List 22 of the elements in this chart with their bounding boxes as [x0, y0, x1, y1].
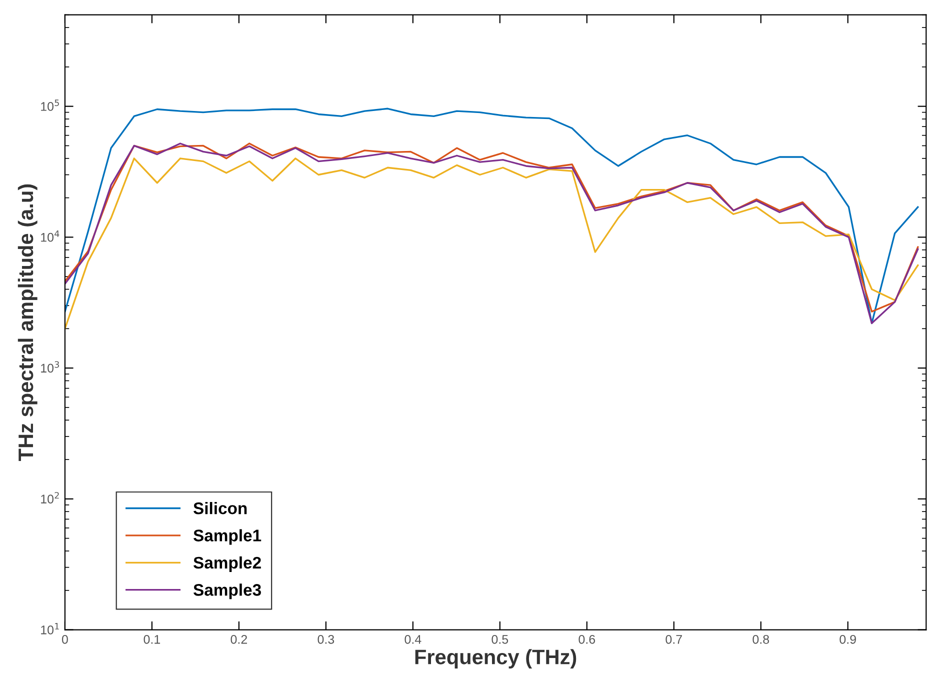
x-axis-title: Frequency (THz) — [415, 649, 576, 668]
y-tick-label: 10$^{5}$ — [41, 100, 59, 111]
line-series — [64, 108, 919, 324]
y-axis-title: THz spectral amplitude (a.u) — [18, 184, 38, 461]
x-tick-label: 0.2 — [230, 634, 247, 644]
y-tick-label: 10$^{1}$ — [41, 623, 59, 634]
x-tick-label: 0.7 — [666, 634, 682, 644]
x-tick-label: 0.6 — [578, 634, 596, 644]
x-tick-label: 0.8 — [752, 634, 770, 644]
x-tick-label: 0.9 — [840, 634, 856, 644]
legend-label: Sample3 — [194, 584, 261, 600]
y-tick-label: 10$^{3}$ — [41, 361, 59, 373]
x-tick-label: 0.3 — [318, 634, 334, 644]
y-tick-label: 10$^{2}$ — [41, 492, 59, 504]
x-tick-label: 0.1 — [144, 634, 160, 644]
legend-label: Sample1 — [194, 529, 262, 545]
y-tick-label: 10$^{4}$ — [41, 230, 60, 242]
x-tick-label: 0 — [62, 634, 68, 644]
legend-label: Silicon — [194, 502, 247, 514]
x-tick-label: 0.5 — [492, 634, 508, 644]
x-tick-label: 0.4 — [404, 634, 422, 644]
legend-label: Sample2 — [194, 556, 261, 572]
